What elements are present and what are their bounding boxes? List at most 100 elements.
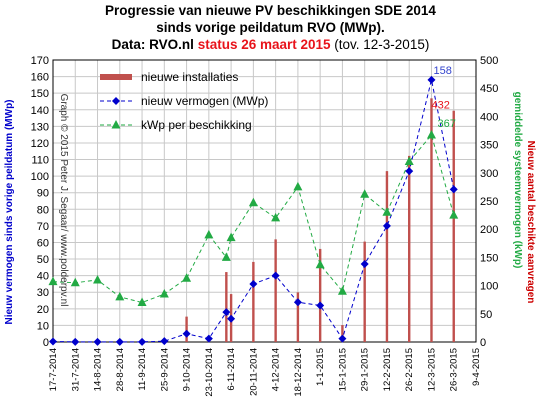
x-tick-label-4: 11-9-2014 — [137, 348, 148, 391]
right-tick-label-8: 400 — [480, 111, 498, 123]
annotations: 158 432 367 — [431, 65, 455, 130]
blue-point-8 — [222, 308, 231, 317]
data-label-2: 367 — [437, 118, 455, 130]
right-axis-label-count: Nieuw aantal beschikte aanvragen — [525, 141, 536, 304]
blue-point-2 — [93, 337, 102, 346]
left-tick-label-12: 120 — [31, 138, 49, 150]
green-point-3 — [115, 291, 125, 301]
data-source-text: Data: RVO.nl — [111, 37, 198, 52]
bar-15 — [363, 241, 366, 342]
legend: nieuwe installaties nieuw vermogen (MWp) k… — [100, 70, 268, 132]
left-tick-label-2: 20 — [37, 304, 49, 316]
left-tick-label-9: 90 — [37, 188, 49, 200]
blue-point-6 — [182, 329, 191, 338]
legend-label-blue: nieuw vermogen (MWp) — [141, 94, 268, 108]
left-tick-label-8: 80 — [37, 204, 49, 216]
right-tick-label-5: 250 — [480, 196, 498, 208]
right-tick-label-0: 0 — [480, 337, 486, 349]
blue-point-12 — [293, 298, 302, 307]
legend-marker-blue — [112, 97, 120, 105]
legend-label-green: kWp per beschikking — [141, 118, 252, 132]
left-tick-label-11: 110 — [31, 155, 49, 167]
blue-point-3 — [115, 337, 124, 346]
green-point-6 — [182, 273, 192, 282]
right-axis: 0 50 100 150 200 250 300 350 400 450 500 — [480, 55, 498, 349]
chart-title-line3: Data: RVO.nl status 26 maart 2015 (tov. … — [0, 37, 541, 52]
green-point-14 — [337, 286, 347, 295]
x-tick-label-0: 17-7-2014 — [48, 348, 59, 391]
right-tick-label-2: 100 — [480, 281, 498, 293]
credit-text: Graph © 2015 Peter J. Segaar/ www.polder… — [58, 94, 69, 307]
x-tick-label-12: 1-1-2015 — [315, 348, 326, 386]
bar-17 — [408, 155, 411, 342]
legend-marker-green — [111, 120, 121, 129]
blue-point-16 — [382, 221, 391, 230]
legend-swatch-bars — [100, 74, 132, 80]
x-axis: 17-7-2014 31-7-2014 14-8-2014 28-8-2014 11-9… — [48, 348, 482, 397]
left-tick-label-3: 30 — [37, 287, 49, 299]
left-axis: 0 10 20 30 40 50 60 70 80 90 100 110 120 130 140 150 160… — [31, 55, 49, 349]
left-tick-label-7: 70 — [37, 221, 49, 233]
x-tick-label-13: 15-1-2015 — [337, 348, 348, 391]
x-tick-label-14: 29-1-2015 — [360, 348, 371, 391]
green-point-16 — [382, 207, 392, 216]
blue-point-10 — [249, 279, 258, 288]
blue-point-14 — [338, 334, 347, 343]
blue-point-18 — [427, 75, 436, 84]
left-tick-label-14: 140 — [31, 105, 49, 117]
x-tick-label-16: 26-2-2015 — [404, 348, 415, 391]
bar-10 — [252, 261, 255, 342]
legend-label-bars: nieuwe installaties — [141, 70, 238, 84]
data-label-0: 158 — [433, 65, 451, 77]
x-tick-label-7: 23-10-2014 — [204, 348, 215, 397]
left-tick-label-6: 60 — [37, 237, 49, 249]
green-point-19 — [449, 210, 459, 219]
green-point-5 — [159, 289, 169, 298]
bar-11 — [274, 239, 277, 342]
data-label-1: 432 — [431, 99, 449, 111]
chart-title-line1: Progressie van nieuwe PV beschikkingen S… — [105, 3, 436, 18]
bar-12 — [296, 292, 300, 342]
right-tick-label-7: 350 — [480, 140, 498, 152]
chart-title-line2: sinds vorige peildatum RVO (MWp). — [156, 20, 385, 35]
green-point-17 — [404, 156, 414, 166]
green-series-line — [52, 133, 455, 304]
bar-series — [51, 98, 455, 343]
blue-point-5 — [160, 337, 169, 346]
green-point-2 — [93, 274, 103, 284]
left-tick-label-17: 170 — [31, 55, 49, 67]
blue-point-19 — [449, 185, 458, 194]
bar-19 — [452, 110, 455, 342]
right-tick-label-3: 150 — [480, 252, 498, 264]
x-tick-label-11: 18-12-2014 — [293, 348, 304, 397]
blue-point-13 — [316, 301, 325, 310]
green-point-4 — [137, 297, 147, 307]
blue-point-17 — [405, 167, 414, 176]
green-point-10 — [248, 197, 258, 207]
green-point-18 — [426, 130, 436, 139]
x-tick-label-2: 14-8-2014 — [93, 348, 104, 391]
right-tick-label-6: 300 — [480, 168, 498, 180]
blue-point-7 — [204, 334, 213, 343]
left-tick-label-13: 130 — [31, 121, 49, 133]
green-point-0 — [48, 276, 58, 286]
bar-18 — [430, 98, 433, 343]
x-tick-label-5: 25-9-2014 — [159, 348, 170, 391]
bar-8 — [225, 272, 228, 342]
green-point-11 — [271, 212, 281, 222]
blue-point-4 — [138, 337, 147, 346]
x-tick-label-19: 9-4-2015 — [471, 348, 482, 386]
plot-area — [52, 59, 477, 343]
right-tick-label-4: 200 — [480, 224, 498, 236]
status-date-text: status 26 maart 2015 — [197, 37, 331, 52]
left-tick-label-16: 160 — [31, 72, 49, 84]
left-tick-label-1: 10 — [37, 320, 49, 332]
right-tick-label-9: 450 — [480, 83, 498, 95]
right-tick-label-10: 500 — [480, 55, 498, 67]
right-axis-label-size: gemiddelde systeemvermogen (kWp) — [512, 92, 523, 269]
blue-point-15 — [360, 260, 369, 269]
green-point-8 — [221, 252, 231, 261]
blue-point-11 — [271, 271, 280, 280]
